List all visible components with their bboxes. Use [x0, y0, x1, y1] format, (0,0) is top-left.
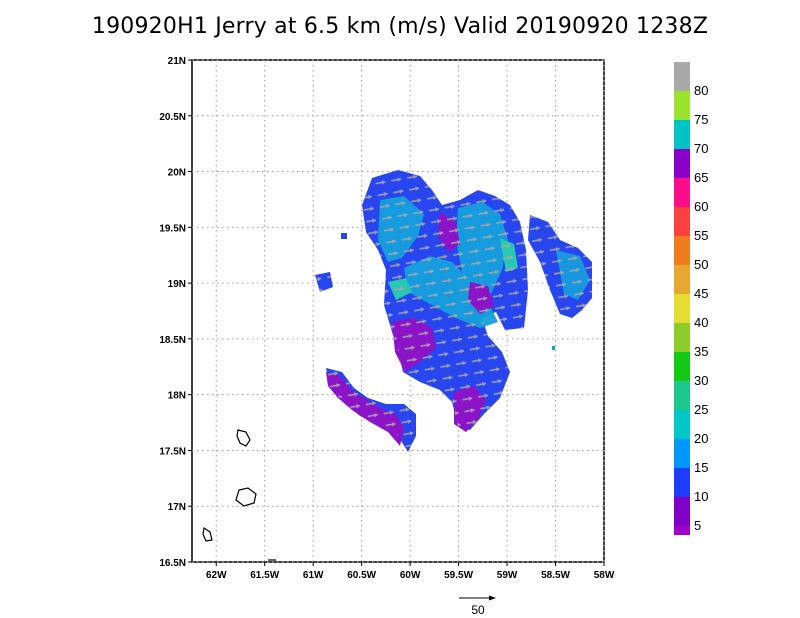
colorbar-segment: [674, 497, 690, 526]
lon-tick-label: 59W: [497, 570, 518, 581]
colorbar-segment: [674, 294, 690, 323]
colorbar-label: 50: [694, 257, 708, 272]
wind-cell-speck: [552, 346, 555, 350]
lon-tick-label: 61W: [303, 570, 324, 581]
colorbar-label: 60: [694, 199, 708, 214]
island-outline: [236, 429, 251, 447]
lon-tick-label: 58.5W: [541, 570, 570, 581]
lon-axis: 62W 61.5W 61W 60.5W 60W 59.5W 59W 58.5W 58W: [206, 562, 615, 581]
colorbar-segment: [674, 381, 690, 410]
lon-tick-label: 58W: [594, 570, 615, 581]
colorbar-label: 30: [694, 373, 708, 388]
colorbar: 80 75 70 65 60 55 50 45 40 35 30 25 20 15 10 5: [674, 62, 708, 535]
colorbar-label: 35: [694, 344, 708, 359]
colorbar-label: 5: [694, 518, 701, 533]
colorbar-label: 10: [694, 489, 708, 504]
colorbar-segment: [674, 323, 690, 352]
lat-tick-label: 16.5N: [159, 558, 186, 569]
lat-tick-label: 20N: [168, 168, 186, 179]
colorbar-segment: [674, 468, 690, 497]
colorbar-label: 45: [694, 286, 708, 301]
colorbar-label: 20: [694, 431, 708, 446]
colorbar-label: 65: [694, 170, 708, 185]
lat-tick-label: 17.5N: [159, 446, 186, 457]
island-outline: [202, 526, 213, 542]
colorbar-label: 40: [694, 315, 708, 330]
island-outlines: [202, 429, 276, 561]
colorbar-segment: [674, 207, 690, 236]
lat-tick-label: 17N: [168, 502, 186, 513]
colorbar-label: 55: [694, 228, 708, 243]
lon-tick-label: 61.5W: [250, 570, 279, 581]
colorbar-label: 70: [694, 141, 708, 156]
colorbar-segment: [674, 236, 690, 265]
colorbar-segment: [674, 149, 690, 178]
scale-vector: 50: [459, 595, 496, 617]
lon-tick-label: 60.5W: [347, 570, 376, 581]
lat-tick-label: 21N: [168, 56, 186, 67]
colorbar-segment: [674, 265, 690, 294]
island-outline: [235, 487, 257, 507]
colorbar-segment: [674, 526, 690, 535]
lat-axis: 21N 20.5N 20N 19.5N 19N 18.5N 18N 17.5N 17N 16.5N: [159, 56, 192, 569]
scale-vector-label: 50: [471, 603, 485, 617]
lon-tick-label: 62W: [206, 570, 227, 581]
wind-cell-speck: [341, 233, 347, 239]
lat-tick-label: 20.5N: [159, 112, 186, 123]
colorbar-segment: [674, 120, 690, 149]
colorbar-segment: [674, 62, 690, 91]
colorbar-segment: [674, 178, 690, 207]
lon-tick-label: 60W: [400, 570, 421, 581]
lon-tick-label: 59.5W: [444, 570, 473, 581]
chart-title: 190920H1 Jerry at 6.5 km (m/s) Valid 201…: [91, 14, 709, 39]
wind-vectors: [315, 170, 592, 452]
colorbar-label: 25: [694, 402, 708, 417]
lat-tick-label: 19.5N: [159, 223, 186, 234]
colorbar-segment: [674, 410, 690, 439]
lat-tick-label: 19N: [168, 279, 186, 290]
colorbar-label: 80: [694, 83, 708, 98]
lat-tick-label: 18N: [168, 391, 186, 402]
colorbar-segment: [674, 439, 690, 468]
colorbar-label: 75: [694, 112, 708, 127]
colorbar-segment: [674, 352, 690, 381]
colorbar-segment: [674, 91, 690, 120]
colorbar-label: 15: [694, 460, 708, 475]
wind-field: [202, 170, 592, 561]
lat-tick-label: 18.5N: [159, 335, 186, 346]
